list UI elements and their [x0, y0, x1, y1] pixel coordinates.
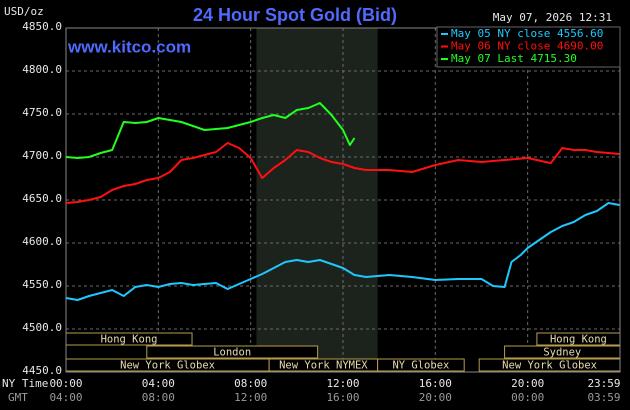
- session-label: Hong Kong: [550, 334, 607, 346]
- y-tick-label: 4550.0: [22, 278, 62, 291]
- y-tick-label: 4750.0: [22, 106, 62, 119]
- session-label: New York NYMEX: [279, 360, 368, 372]
- x2-tick-label: 16:00: [326, 391, 359, 404]
- x-tick-label: 00:00: [49, 377, 82, 390]
- session-label: NY Globex: [392, 360, 449, 372]
- legend-label: May 07 Last 4715.30: [451, 52, 577, 65]
- legend-label: May 06 NY close 4690.00: [451, 40, 603, 53]
- x2-tick-label: 08:00: [142, 391, 175, 404]
- session-label: Sydney: [543, 347, 581, 359]
- y-tick-label: 4700.0: [22, 149, 62, 162]
- x2-tick-label: 12:00: [234, 391, 267, 404]
- x-tick-label: 04:00: [142, 377, 175, 390]
- y-tick-label: 4800.0: [22, 63, 62, 76]
- timestamp: May 07, 2026 12:31: [493, 11, 612, 24]
- x-tick-label: 16:00: [419, 377, 452, 390]
- x2-tick-label: 00:00: [511, 391, 544, 404]
- x-tick-label: 08:00: [234, 377, 267, 390]
- x2-tick-label: 04:00: [49, 391, 82, 404]
- series-line: [65, 142, 620, 204]
- y-tick-label: 4850.0: [22, 20, 62, 33]
- row-label: GMT: [8, 391, 28, 404]
- watermark: www.kitco.com: [67, 37, 191, 56]
- y-tick-label: 4450.0: [22, 364, 62, 377]
- session-label: New York Globex: [502, 360, 597, 372]
- x-tick-label: 20:00: [511, 377, 544, 390]
- chart-title: 24 Hour Spot Gold (Bid): [193, 5, 397, 25]
- session-highlight: [256, 28, 378, 372]
- x-tick-label: 12:00: [326, 377, 359, 390]
- y-tick-label: 4600.0: [22, 235, 62, 248]
- session-bar: [146, 345, 319, 359]
- series-line: [65, 102, 356, 159]
- session-label: New York Globex: [120, 360, 215, 372]
- y-axis-label: USD/oz: [4, 5, 44, 18]
- x-tick-label: 23:59: [587, 377, 620, 390]
- session-bar: [377, 358, 465, 372]
- x2-tick-label: 03:59: [587, 391, 620, 404]
- y-tick-label: 4500.0: [22, 321, 62, 334]
- session-label: Hong Kong: [101, 334, 158, 346]
- plot-frame: [65, 27, 621, 373]
- y-tick-label: 4650.0: [22, 192, 62, 205]
- session-label: London: [213, 347, 251, 359]
- legend-box: [436, 26, 621, 68]
- legend-label: May 05 NY close 4556.60: [451, 27, 603, 40]
- series-line: [65, 202, 620, 301]
- x2-tick-label: 20:00: [419, 391, 452, 404]
- row-label: NY Time: [2, 377, 48, 390]
